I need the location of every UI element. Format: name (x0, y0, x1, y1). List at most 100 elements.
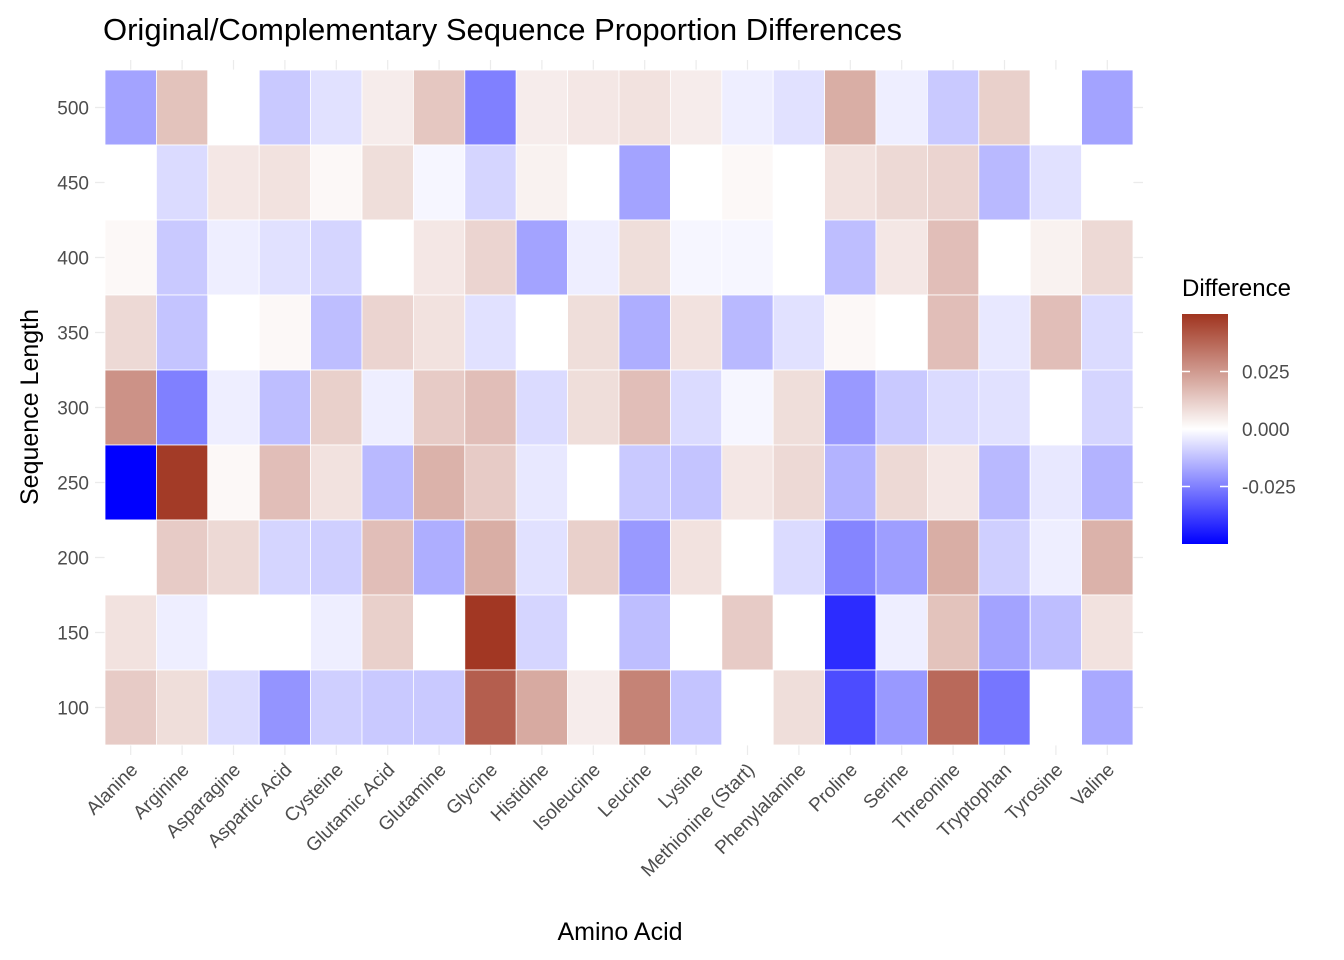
heatmap-cell (618, 219, 671, 296)
heatmap-cell (824, 219, 877, 296)
y-tick-label: 300 (57, 399, 89, 420)
heatmap-cell (824, 144, 877, 221)
heatmap-cell (412, 669, 466, 746)
heatmap-cells (104, 69, 1134, 746)
heatmap-cell (875, 219, 928, 296)
heatmap-cell (515, 519, 569, 596)
x-tick-label: Leucine (594, 760, 656, 822)
color-legend: Difference 0.025 0.000 -0.025 (1182, 275, 1296, 544)
heatmap-cell (361, 519, 414, 596)
y-tick-label: 450 (57, 174, 89, 195)
heatmap-cell (207, 519, 260, 596)
heatmap-cell (412, 219, 466, 296)
heatmap-cell (567, 519, 620, 596)
heatmap-cell (104, 369, 157, 446)
heatmap-cell (412, 444, 466, 521)
heatmap-cell (155, 669, 209, 746)
legend-tick-label: 0.000 (1242, 420, 1290, 441)
heatmap-cell (515, 144, 569, 221)
heatmap-cell (927, 669, 980, 746)
heatmap-cell (670, 294, 723, 371)
heatmap-cell (1029, 144, 1082, 221)
heatmap-cell (258, 69, 312, 146)
heatmap-cell (258, 219, 312, 296)
heatmap-cell (567, 219, 620, 296)
heatmap-cell (1081, 519, 1134, 596)
heatmap-cell (670, 219, 723, 296)
heatmap-cell (824, 594, 877, 671)
heatmap-cell (618, 294, 671, 371)
heatmap-cell (310, 369, 363, 446)
heatmap-cell (618, 594, 671, 671)
heatmap-cell (670, 69, 723, 146)
y-axis-title: Sequence Length (16, 309, 44, 505)
heatmap-cell (978, 444, 1031, 521)
heatmap-cell (207, 669, 260, 746)
heatmap-cell (670, 594, 723, 671)
heatmap-cell (515, 369, 569, 446)
heatmap-cell (258, 519, 312, 596)
heatmap-cell (515, 594, 569, 671)
y-tick-label: 250 (57, 474, 89, 495)
heatmap-cell (104, 219, 157, 296)
heatmap-cell (1029, 594, 1082, 671)
heatmap-cell (721, 69, 774, 146)
heatmap-cell (464, 594, 517, 671)
heatmap-cell (721, 444, 774, 521)
heatmap-cell (927, 144, 980, 221)
heatmap-cell (927, 519, 980, 596)
heatmap-cell (567, 444, 620, 521)
heatmap-cell (464, 144, 517, 221)
heatmap-cell (824, 444, 877, 521)
heatmap-cell (721, 669, 774, 746)
heatmap-cell (875, 444, 928, 521)
heatmap-cell (927, 69, 980, 146)
heatmap-cell (618, 369, 671, 446)
heatmap-cell (721, 144, 774, 221)
heatmap-cell (670, 369, 723, 446)
heatmap-cell (464, 294, 517, 371)
heatmap-cell (155, 369, 209, 446)
heatmap-cell (772, 69, 826, 146)
heatmap-cell (155, 69, 209, 146)
heatmap-cell (515, 669, 569, 746)
heatmap-cell (515, 69, 569, 146)
heatmap-cell (1081, 294, 1134, 371)
heatmap-cell (772, 294, 826, 371)
heatmap-cell (567, 144, 620, 221)
heatmap-cell (978, 219, 1031, 296)
y-tick-label: 150 (57, 624, 89, 645)
heatmap-cell (155, 219, 209, 296)
heatmap-cell (104, 519, 157, 596)
heatmap-cell (772, 144, 826, 221)
heatmap-cell (258, 294, 312, 371)
heatmap-cell (618, 144, 671, 221)
legend-tick-label: -0.025 (1242, 478, 1296, 499)
heatmap-cell (875, 144, 928, 221)
heatmap-cell (258, 594, 312, 671)
heatmap-cell (1081, 444, 1134, 521)
heatmap-cell (670, 519, 723, 596)
heatmap-cell (258, 669, 312, 746)
x-axis-title: Amino Acid (557, 918, 682, 946)
x-tick-label: Valine (1068, 760, 1119, 811)
heatmap-cell (927, 444, 980, 521)
heatmap-cell (464, 669, 517, 746)
heatmap-cell (361, 69, 414, 146)
heatmap-cell (104, 144, 157, 221)
heatmap-cell (310, 144, 363, 221)
heatmap-cell (310, 594, 363, 671)
heatmap-cell (670, 669, 723, 746)
heatmap-cell (927, 369, 980, 446)
y-tick-label: 100 (57, 699, 89, 720)
heatmap-cell (361, 294, 414, 371)
heatmap-cell (772, 519, 826, 596)
heatmap-cell (412, 519, 466, 596)
heatmap-cell (361, 594, 414, 671)
y-tick-label: 350 (57, 324, 89, 345)
heatmap-cell (567, 69, 620, 146)
heatmap-cell (155, 594, 209, 671)
heatmap-cell (978, 594, 1031, 671)
heatmap-cell (310, 294, 363, 371)
